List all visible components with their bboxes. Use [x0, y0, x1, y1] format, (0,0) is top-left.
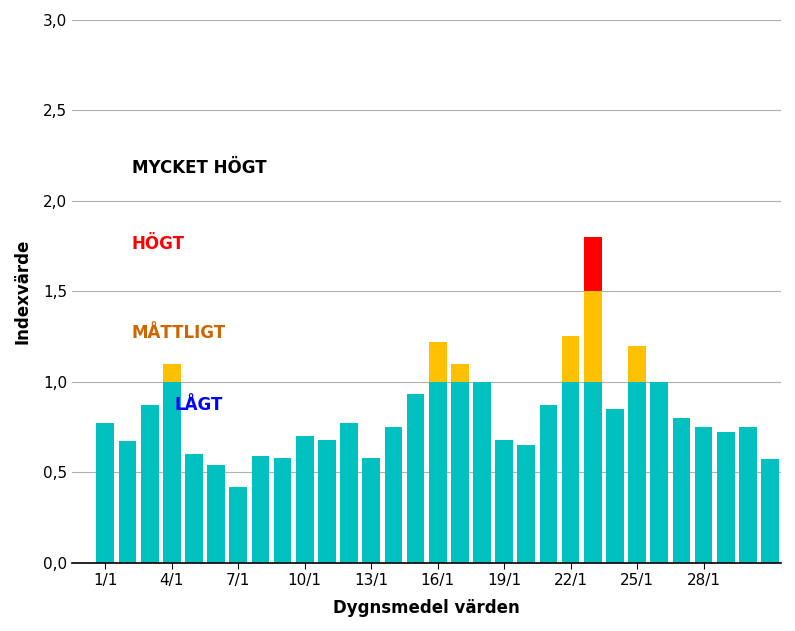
Bar: [163, 382, 180, 563]
Bar: [407, 394, 425, 563]
Bar: [717, 432, 735, 563]
Bar: [96, 423, 114, 563]
Bar: [429, 342, 447, 382]
Bar: [385, 427, 402, 563]
Bar: [606, 409, 624, 563]
Bar: [584, 237, 602, 292]
Bar: [163, 363, 180, 382]
Bar: [695, 427, 712, 563]
Bar: [473, 382, 491, 563]
Bar: [118, 441, 137, 563]
Bar: [207, 465, 225, 563]
Bar: [451, 363, 469, 382]
Bar: [251, 456, 270, 563]
Text: LÅGT: LÅGT: [174, 396, 223, 414]
Bar: [628, 382, 646, 563]
Text: MÅTTLIGT: MÅTTLIGT: [132, 324, 226, 342]
Bar: [296, 436, 313, 563]
X-axis label: Dygnsmedel värden: Dygnsmedel värden: [333, 599, 520, 617]
Text: HÖGT: HÖGT: [132, 235, 185, 253]
Bar: [495, 440, 513, 563]
Y-axis label: Indexvärde: Indexvärde: [14, 239, 32, 344]
Bar: [628, 346, 646, 382]
Bar: [273, 457, 292, 563]
Bar: [185, 454, 203, 563]
Bar: [363, 457, 380, 563]
Bar: [340, 423, 358, 563]
Bar: [562, 336, 580, 382]
Bar: [761, 459, 779, 563]
Bar: [451, 382, 469, 563]
Bar: [562, 382, 580, 563]
Bar: [230, 487, 247, 563]
Bar: [739, 427, 757, 563]
Bar: [584, 382, 602, 563]
Text: MYCKET HÖGT: MYCKET HÖGT: [132, 159, 266, 177]
Bar: [518, 445, 535, 563]
Bar: [318, 440, 335, 563]
Bar: [141, 405, 158, 563]
Bar: [673, 418, 690, 563]
Bar: [540, 405, 557, 563]
Bar: [584, 292, 602, 382]
Bar: [429, 382, 447, 563]
Bar: [650, 382, 668, 563]
